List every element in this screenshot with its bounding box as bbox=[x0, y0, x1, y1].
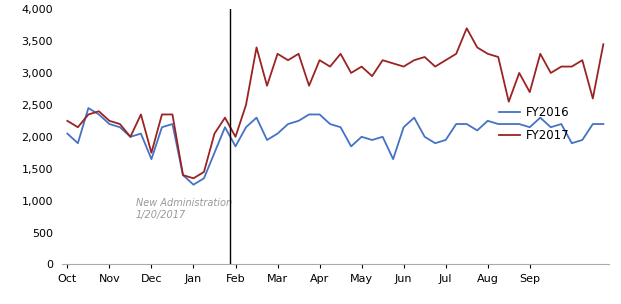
FY2016 bbox=[116, 125, 124, 129]
Legend: FY2016, FY2017: FY2016, FY2017 bbox=[494, 102, 574, 147]
FY2017 bbox=[421, 55, 428, 59]
FY2017 bbox=[106, 119, 113, 123]
FY2016 bbox=[337, 125, 344, 129]
FY2016 bbox=[410, 116, 418, 119]
FY2016 bbox=[274, 132, 281, 136]
Line: FY2016: FY2016 bbox=[67, 108, 604, 185]
FY2017 bbox=[600, 43, 607, 46]
FY2017 bbox=[263, 84, 271, 88]
FY2017 bbox=[463, 26, 471, 30]
FY2016 bbox=[432, 141, 439, 145]
FY2017 bbox=[358, 65, 365, 68]
Line: FY2017: FY2017 bbox=[67, 28, 604, 178]
FY2017 bbox=[400, 65, 407, 68]
FY2016 bbox=[84, 106, 92, 110]
FY2016 bbox=[63, 132, 71, 136]
FY2016 bbox=[190, 183, 197, 187]
FY2017 bbox=[63, 119, 71, 123]
Text: New Administration
1/20/2017: New Administration 1/20/2017 bbox=[135, 198, 232, 220]
FY2016 bbox=[368, 138, 376, 142]
FY2017 bbox=[327, 65, 334, 68]
FY2016 bbox=[600, 122, 607, 126]
FY2017 bbox=[190, 176, 197, 180]
